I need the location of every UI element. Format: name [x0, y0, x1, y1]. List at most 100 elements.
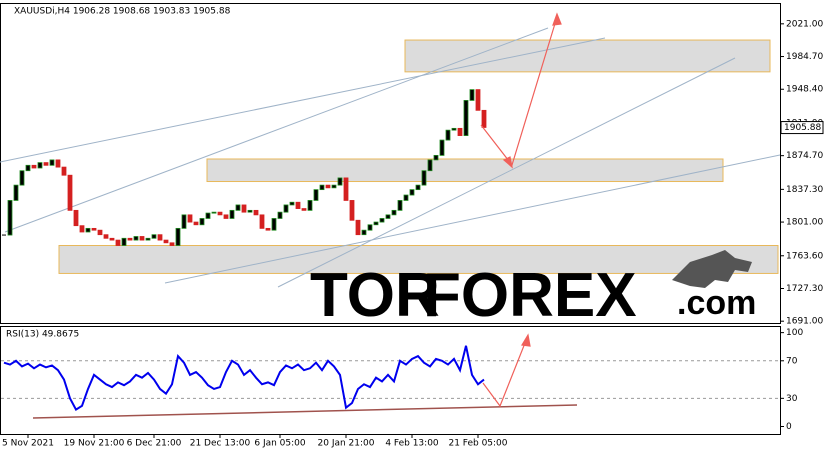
x-tick-label: 19 Nov 21:00 — [64, 439, 125, 449]
candle — [421, 170, 427, 186]
zones — [58, 39, 779, 274]
price-box — [780, 121, 824, 135]
candle — [199, 218, 205, 226]
candle — [241, 204, 247, 213]
candle — [415, 184, 421, 191]
candle — [139, 236, 145, 241]
candle — [187, 214, 193, 223]
candle — [25, 164, 31, 172]
candle — [265, 227, 271, 231]
candle — [85, 227, 91, 233]
y-tick-label: 30 — [786, 394, 798, 404]
candle — [31, 164, 37, 169]
candle — [397, 200, 403, 211]
trend-line — [277, 57, 736, 288]
rsi-trend-line — [32, 404, 578, 419]
candle — [151, 234, 157, 239]
price-header: XAUUSDi,H4 1906.28 1908.68 1903.83 1905.… — [14, 7, 231, 17]
candle — [259, 214, 265, 229]
candle — [91, 227, 97, 231]
candle — [133, 236, 139, 241]
candle — [379, 218, 385, 223]
candle — [49, 159, 55, 166]
watermark-com: .com — [677, 284, 756, 322]
candle — [169, 242, 175, 246]
trend-line — [164, 154, 781, 284]
candle — [79, 225, 85, 233]
candle — [469, 89, 475, 101]
candle — [295, 201, 301, 209]
y-tick-label: 1763.60 — [786, 251, 823, 261]
candle — [37, 162, 43, 169]
x-tick-label: 6 Dec 21:00 — [127, 439, 182, 449]
candle — [289, 201, 295, 206]
candles — [2, 89, 487, 246]
candle — [337, 177, 343, 186]
watermark: TOR FOREX .com — [310, 250, 756, 330]
candle — [73, 209, 79, 227]
price-label: 1905.88 — [784, 123, 821, 133]
y-tick-label: 1801.00 — [786, 218, 823, 228]
candle — [325, 184, 331, 189]
candle — [97, 229, 103, 236]
candle — [145, 237, 151, 241]
candle — [445, 129, 451, 141]
bull-logo — [672, 250, 752, 288]
candle — [109, 237, 115, 241]
arrow-head — [552, 12, 562, 26]
candle — [319, 184, 325, 191]
candle — [385, 214, 391, 219]
zone — [206, 158, 724, 183]
trend-line — [0, 37, 606, 163]
y-tick-label: 1984.70 — [786, 52, 823, 62]
y-tick-label: 70 — [786, 356, 798, 366]
candle — [307, 200, 313, 211]
candle — [451, 127, 457, 131]
y-tick-label: 1691.00 — [786, 317, 823, 327]
candle — [271, 218, 277, 231]
rsi-panel — [1, 345, 780, 412]
candle — [61, 166, 67, 176]
candle — [457, 127, 463, 136]
candle — [277, 211, 283, 219]
rsi-frame — [0, 326, 781, 435]
candle — [355, 219, 361, 236]
candle — [301, 208, 307, 211]
candle — [121, 237, 127, 246]
candle — [19, 170, 25, 186]
y-tick-label: 100 — [786, 328, 803, 338]
candle — [157, 234, 163, 241]
candle — [127, 237, 133, 241]
candle — [247, 209, 253, 213]
candle — [433, 154, 439, 161]
watermark-tor: TOR — [310, 261, 440, 330]
candle — [343, 177, 349, 201]
candle — [463, 100, 469, 136]
candle — [439, 139, 445, 156]
x-tick-label: 21 Feb 05:00 — [448, 439, 507, 449]
y-tick-label: 2021.00 — [786, 19, 823, 29]
candle — [181, 214, 187, 229]
forecast-arrow — [482, 337, 528, 408]
candle — [55, 159, 61, 168]
candle — [7, 200, 13, 236]
candle — [313, 189, 319, 201]
y-tick-label: 1874.70 — [786, 151, 823, 161]
arrow-head — [502, 156, 513, 169]
x-tick-label: 4 Feb 13:00 — [385, 439, 439, 449]
candle — [283, 204, 289, 213]
candle — [331, 184, 337, 189]
candle — [373, 221, 379, 226]
candle — [403, 194, 409, 201]
rsi-line — [3, 345, 485, 412]
candle — [223, 214, 229, 219]
candle — [217, 211, 223, 216]
zone — [58, 245, 779, 274]
candle — [361, 229, 367, 236]
y-tick-label: 1948.40 — [786, 85, 823, 95]
x-tick-label: 20 Jan 21:00 — [318, 439, 375, 449]
forecast-arrows — [480, 12, 562, 408]
x-tick-label: 6 Jan 05:00 — [254, 439, 306, 449]
